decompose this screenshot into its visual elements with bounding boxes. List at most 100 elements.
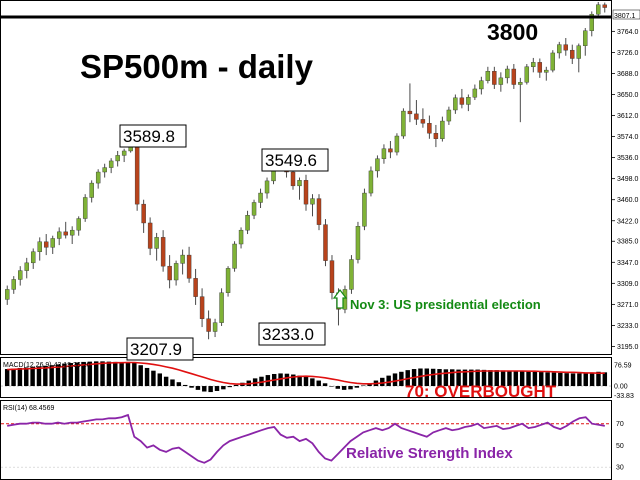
candle-body bbox=[24, 262, 29, 271]
candle-body bbox=[440, 120, 445, 139]
candle-body bbox=[154, 237, 159, 249]
macd-histogram-bar bbox=[469, 369, 474, 387]
candle-body bbox=[186, 254, 192, 279]
macd-histogram-bar bbox=[202, 386, 207, 392]
candle-body bbox=[362, 192, 367, 227]
macd-histogram-bar bbox=[380, 377, 385, 387]
candle-body bbox=[485, 71, 491, 81]
price-tick-label: 3460.0 bbox=[617, 197, 639, 204]
callout-3233-text: 3233.0 bbox=[262, 325, 314, 344]
macd-histogram-bar bbox=[214, 386, 220, 391]
candle-body bbox=[212, 322, 218, 332]
rsi-series: 70 50 30 bbox=[1, 413, 624, 472]
macd-histogram-bar bbox=[43, 365, 48, 387]
rsi-tick-label: 30 bbox=[616, 465, 624, 472]
candle-body bbox=[550, 52, 556, 71]
macd-histogram-bar bbox=[62, 363, 67, 387]
candle-body bbox=[349, 259, 354, 290]
macd-histogram-bar bbox=[144, 367, 150, 387]
candle-body bbox=[225, 268, 231, 293]
candle-body bbox=[459, 97, 465, 105]
callout-3233: 3233.0 bbox=[258, 322, 326, 346]
macd-tick-label: 76.59 bbox=[614, 363, 632, 370]
candle-body bbox=[381, 148, 387, 159]
callout-3207: 3207.9 bbox=[126, 337, 194, 361]
macd-histogram-bar bbox=[49, 365, 54, 387]
candle-body bbox=[427, 123, 432, 134]
candle-body bbox=[258, 192, 263, 203]
price-tick-label: 3726.0 bbox=[617, 50, 639, 57]
candle-body bbox=[95, 171, 101, 184]
macd-histogram-bar bbox=[138, 365, 143, 387]
macd-histogram-bar bbox=[570, 373, 576, 387]
macd-histogram-bar bbox=[519, 371, 525, 387]
candle-body bbox=[453, 97, 458, 111]
candle-body bbox=[297, 180, 302, 187]
macd-histogram-bar bbox=[335, 386, 341, 389]
candle-body bbox=[69, 229, 75, 236]
macd-histogram-bar bbox=[310, 378, 315, 387]
candle-body bbox=[219, 292, 224, 323]
candle-body bbox=[89, 182, 94, 198]
candle-body bbox=[472, 88, 478, 98]
macd-histogram-bar bbox=[278, 373, 283, 387]
macd-histogram-bar bbox=[418, 368, 423, 387]
macd-histogram-bar bbox=[475, 369, 480, 387]
price-tick-label: 3650.0 bbox=[617, 92, 639, 99]
macd-histogram-bar bbox=[11, 368, 16, 387]
candle-body bbox=[570, 49, 575, 59]
candle-body bbox=[498, 77, 504, 85]
price-tick-label: 3385.0 bbox=[617, 239, 639, 246]
candle-body bbox=[245, 215, 250, 231]
candle-body bbox=[180, 254, 185, 264]
callout-3589-text: 3589.8 bbox=[123, 127, 175, 146]
macd-histogram-bar bbox=[55, 364, 61, 387]
macd-histogram-bar bbox=[450, 369, 455, 387]
macd-histogram-bar bbox=[488, 370, 493, 387]
macd-indicator-label: MACD(12,26,9) 43.19 36.20 bbox=[3, 362, 91, 369]
candle-body bbox=[50, 238, 55, 248]
candle-body bbox=[5, 289, 10, 300]
macd-histogram-bar bbox=[462, 369, 468, 387]
candle-body bbox=[414, 113, 419, 120]
macd-histogram-bar bbox=[602, 372, 608, 387]
macd-histogram-bar bbox=[507, 370, 512, 387]
callout-3589: 3589.8 bbox=[119, 124, 187, 148]
callout-3549-text: 3549.6 bbox=[265, 151, 317, 170]
candle-body bbox=[420, 119, 426, 124]
candle-body bbox=[518, 82, 523, 85]
candle-body bbox=[82, 197, 88, 219]
macd-series: 76.59 0.00 -33.83 bbox=[1, 361, 634, 400]
candle-body bbox=[375, 158, 380, 172]
price-tick-label: 3574.0 bbox=[617, 134, 639, 141]
macd-histogram-bar bbox=[386, 375, 391, 387]
macd-histogram-bar bbox=[322, 383, 328, 387]
election-annotation-text: Nov 3: US presidential election bbox=[350, 297, 541, 312]
candle-body bbox=[492, 71, 497, 85]
macd-histogram-bar bbox=[577, 373, 582, 387]
candle-body bbox=[505, 68, 510, 79]
candle-body bbox=[583, 30, 588, 46]
candle-body bbox=[544, 69, 549, 73]
up-arrow-icon bbox=[332, 289, 348, 309]
macd-histogram-bar bbox=[443, 369, 449, 387]
macd-histogram-bar bbox=[106, 361, 112, 387]
candle-body bbox=[368, 170, 374, 194]
macd-histogram-bar bbox=[151, 370, 156, 387]
macd-signal-line bbox=[7, 361, 605, 385]
candle-body bbox=[524, 66, 530, 83]
macd-histogram-bar bbox=[456, 369, 461, 387]
level-3800-label: 3800 bbox=[487, 19, 538, 45]
macd-histogram-bar bbox=[189, 386, 194, 388]
macd-histogram-bar bbox=[341, 386, 347, 390]
candle-body bbox=[537, 62, 543, 73]
macd-histogram-bar bbox=[551, 372, 557, 387]
macd-histogram-bar bbox=[564, 373, 569, 387]
election-annotation: Nov 3: US presidential election bbox=[332, 289, 541, 312]
macd-histogram-bar bbox=[163, 376, 169, 387]
macd-histogram-bar bbox=[360, 385, 366, 387]
candle-body bbox=[44, 241, 49, 248]
candle-body bbox=[446, 109, 452, 122]
callout-3549: 3549.6 bbox=[261, 148, 329, 172]
